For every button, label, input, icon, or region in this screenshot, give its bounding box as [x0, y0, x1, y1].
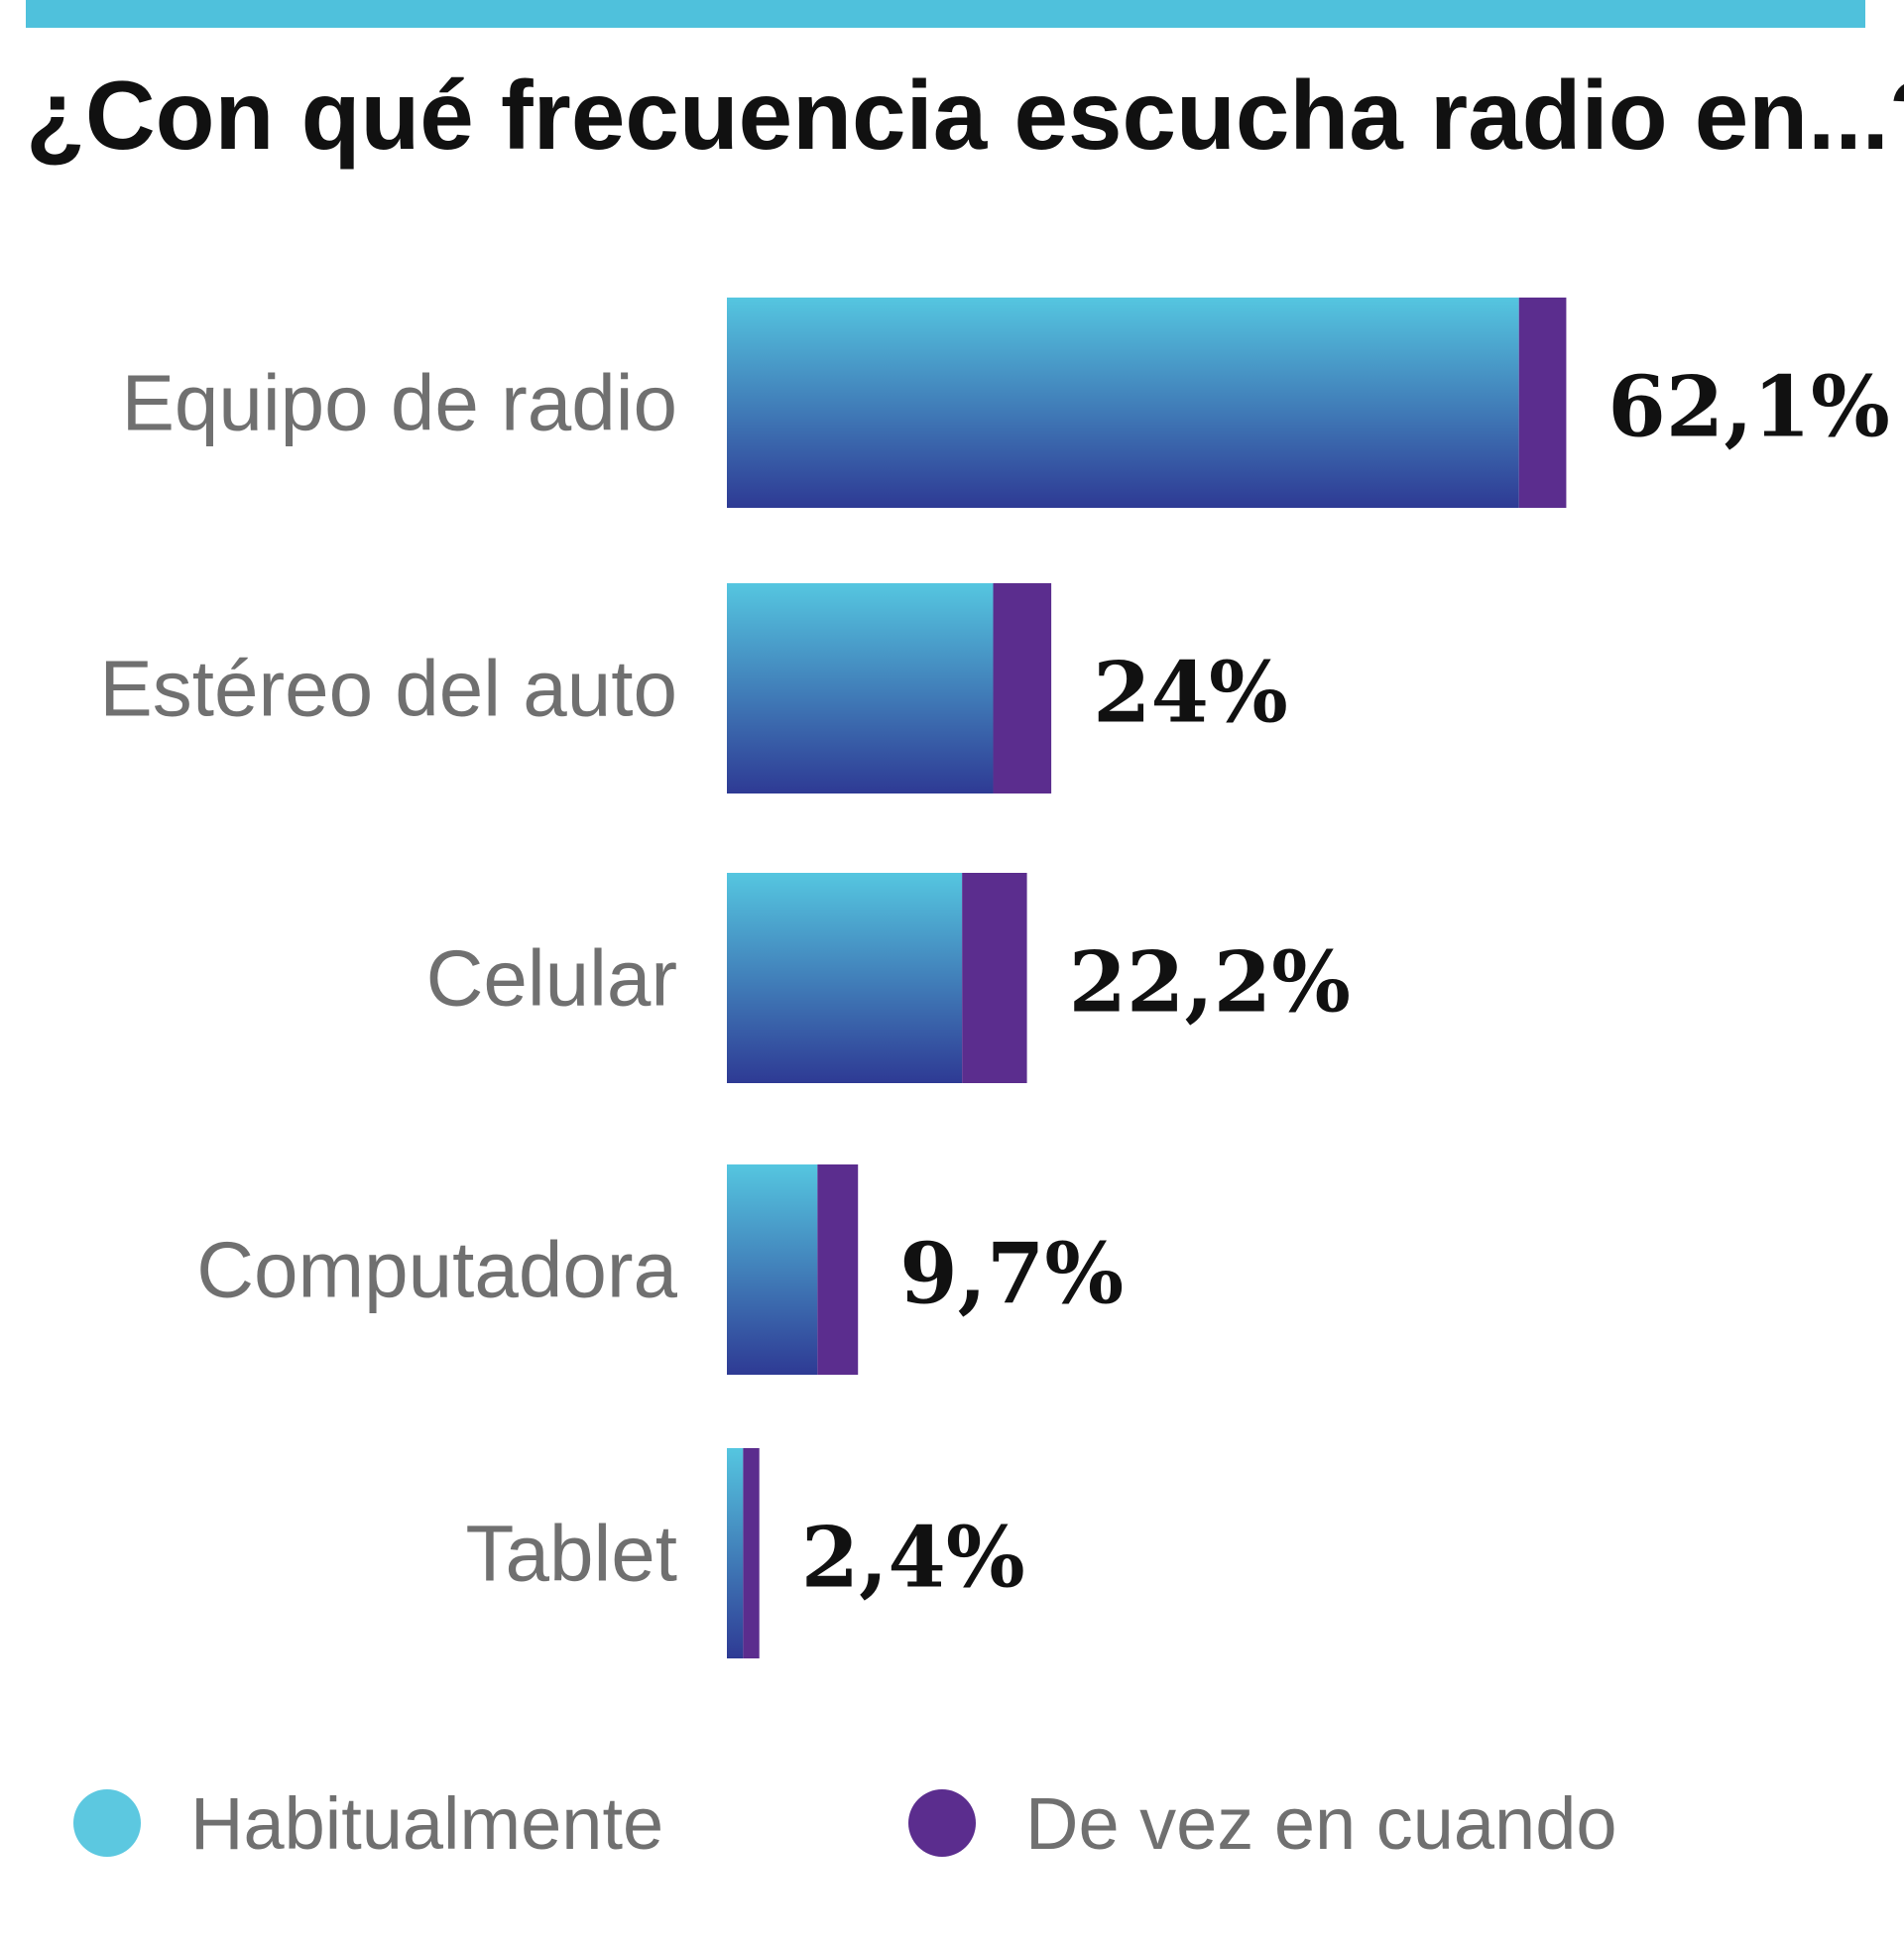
- category-label-tablet: Tablet: [466, 1510, 677, 1598]
- bar-celular-habitualmente: [727, 873, 963, 1083]
- top-accent-rule: [26, 0, 1865, 28]
- legend-swatch-de-vez-en-cuando: [908, 1789, 976, 1857]
- legend-item-de-vez-en-cuando: De vez en cuando: [908, 1773, 1617, 1873]
- legend-item-habitualmente: Habitualmente: [73, 1773, 663, 1873]
- bar-equipo-de-radio-habitualmente: [727, 298, 1519, 508]
- bar-celular-de-vez-en-cuando: [962, 873, 1027, 1083]
- bars-layer: Equipo de radio 62,1% Estéreo del auto 24% C…: [99, 298, 1890, 1658]
- value-label-equipo-de-radio: 62,1%: [1607, 358, 1889, 456]
- legend-swatch-habitualmente: [73, 1789, 141, 1857]
- value-label-tablet: 2,4%: [801, 1509, 1025, 1607]
- category-label-computadora: Computadora: [196, 1226, 677, 1314]
- value-label-computadora: 9,7%: [899, 1225, 1124, 1323]
- bar-equipo-de-radio-de-vez-en-cuando: [1518, 298, 1567, 508]
- value-label-estereo-del-auto: 24%: [1093, 644, 1288, 742]
- category-label-equipo-de-radio: Equipo de radio: [122, 359, 677, 447]
- value-label-celular: 22,2%: [1069, 933, 1351, 1032]
- bar-chart: Equipo de radio 62,1% Estéreo del auto 24% C…: [99, 298, 1890, 1658]
- legend: Habitualmente De vez en cuando: [73, 1773, 1759, 1873]
- bar-tablet-habitualmente: [727, 1448, 744, 1658]
- legend-label-habitualmente: Habitualmente: [190, 1781, 664, 1865]
- chart-title: ¿Con qué frecuencia escucha radio en...?: [26, 61, 1904, 170]
- bar-estereo-del-auto-de-vez-en-cuando: [993, 583, 1052, 793]
- category-label-celular: Celular: [426, 934, 677, 1023]
- bar-tablet-de-vez-en-cuando: [743, 1448, 760, 1658]
- bar-estereo-del-auto-habitualmente: [727, 583, 994, 793]
- category-label-estereo-del-auto: Estéreo del auto: [99, 645, 677, 733]
- legend-label-de-vez-en-cuando: De vez en cuando: [1025, 1781, 1617, 1865]
- bar-computadora-habitualmente: [727, 1164, 818, 1375]
- bar-computadora-de-vez-en-cuando: [817, 1164, 859, 1375]
